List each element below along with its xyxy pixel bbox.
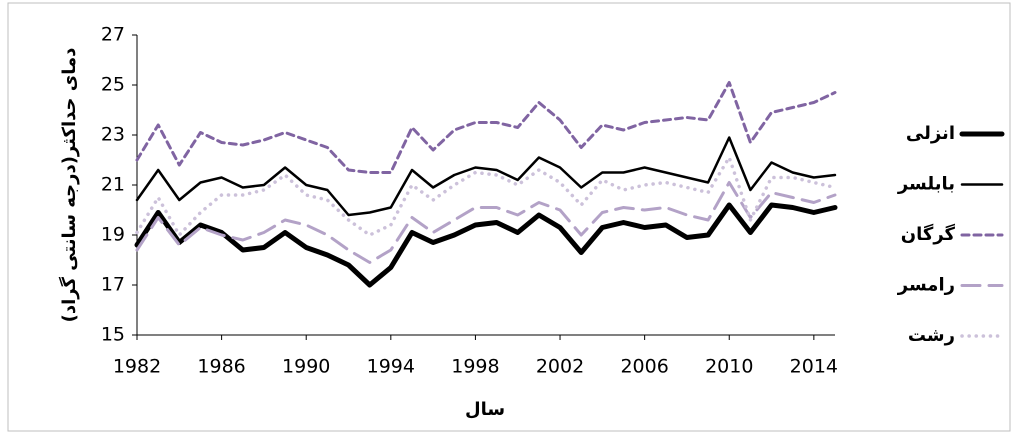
- y-tick-label: 23: [101, 124, 125, 146]
- x-axis-title: سال: [465, 399, 505, 420]
- legend-label: گرگان: [901, 223, 956, 245]
- x-tick-label: 1994: [367, 356, 415, 378]
- legend-label: انزلی: [906, 123, 955, 144]
- series-line: [134, 202, 838, 288]
- x-tick-label: 2006: [620, 356, 668, 378]
- legend-label: بابلسر: [897, 174, 955, 195]
- y-tick-label: 17: [101, 274, 125, 296]
- series-line: [135, 81, 837, 174]
- series-line: [135, 136, 837, 217]
- series-line: [135, 155, 837, 237]
- legend-label: رامسر: [897, 275, 955, 296]
- y-tick-label: 25: [101, 74, 125, 96]
- x-tick-label: 2010: [705, 356, 753, 378]
- x-tick-label: 2002: [536, 356, 584, 378]
- legend-label: رشت: [908, 325, 955, 346]
- chart-border: [7, 2, 1011, 432]
- y-tick-label: 21: [101, 174, 125, 196]
- x-tick-label: 1990: [282, 356, 330, 378]
- x-tick-label: 1982: [113, 356, 161, 378]
- y-tick-label: 27: [101, 24, 125, 46]
- series-line: [135, 181, 837, 264]
- y-tick-label: 19: [101, 224, 125, 246]
- x-tick-label: 1986: [197, 356, 245, 378]
- x-tick-label: 2014: [790, 356, 838, 378]
- y-axis-title: دمای حداکثر(درجه سانتی گراد): [58, 48, 80, 323]
- x-tick-label: 1998: [451, 356, 499, 378]
- y-tick-label: 15: [101, 324, 125, 346]
